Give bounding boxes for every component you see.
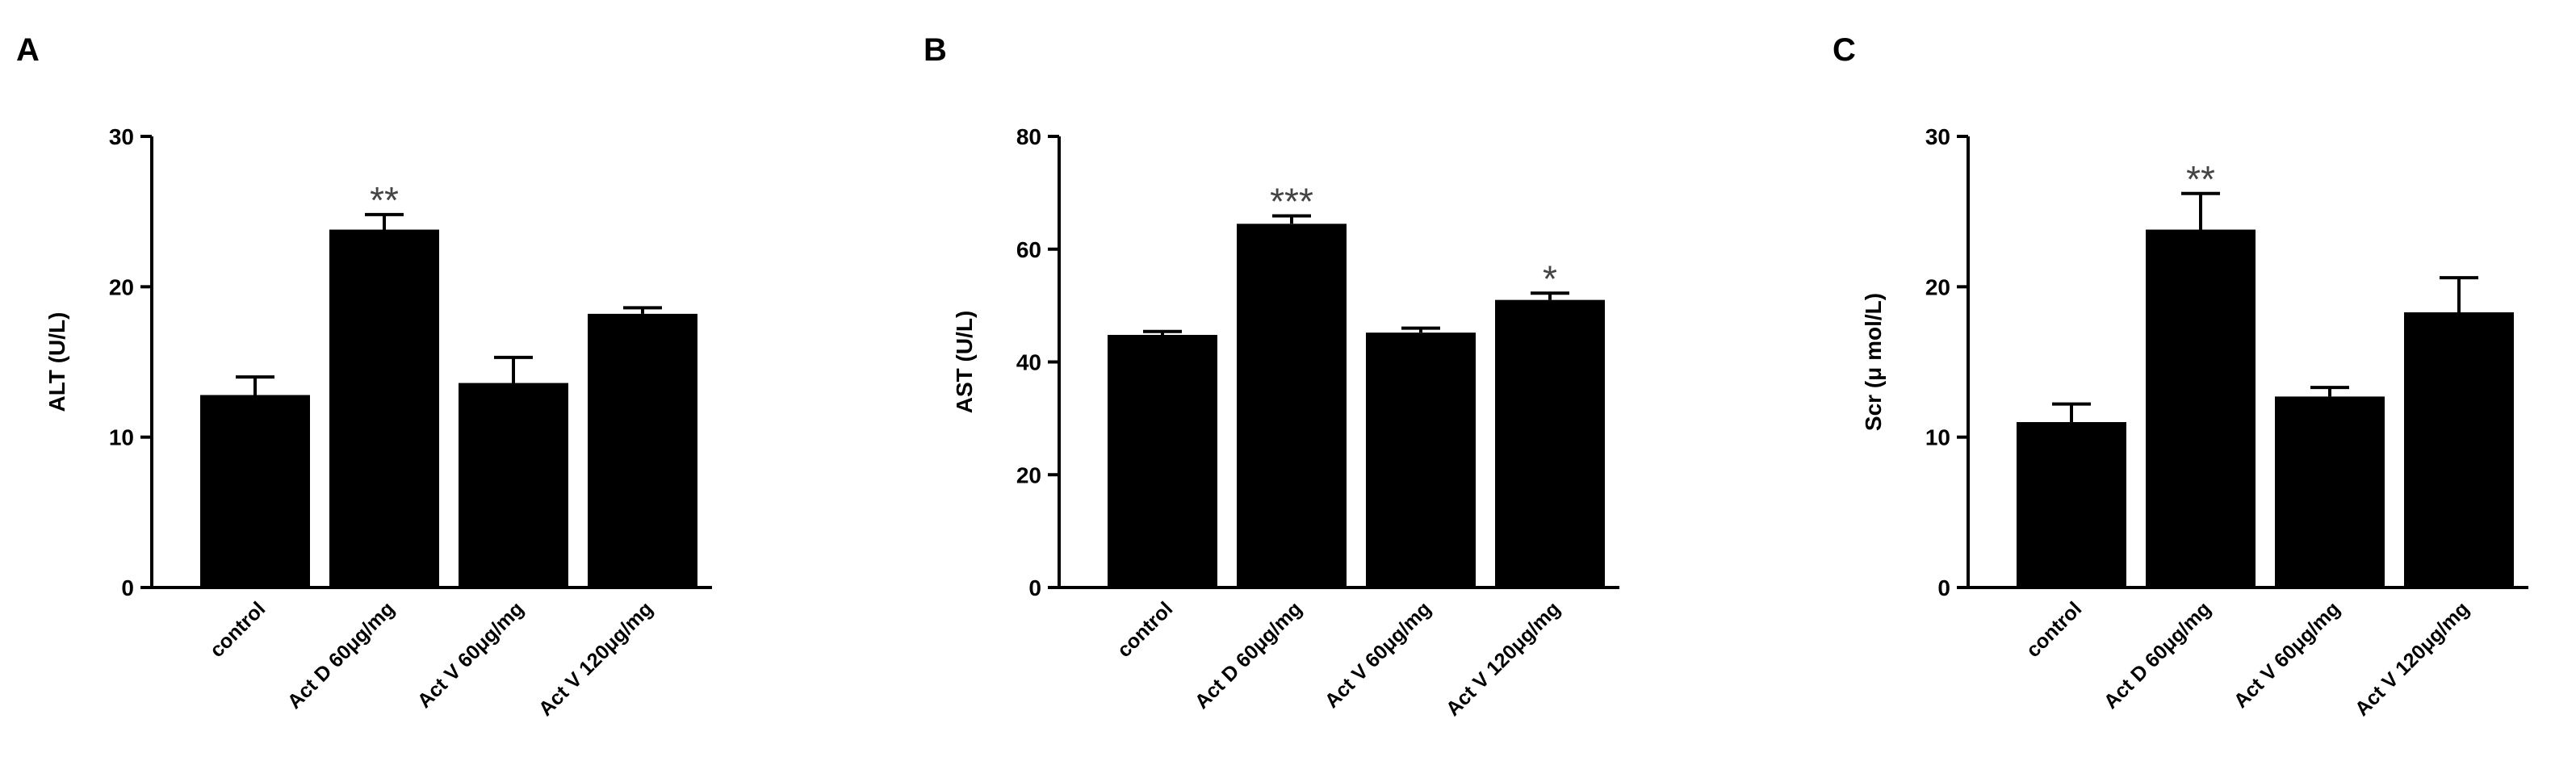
error-bar: [2440, 276, 2478, 313]
error-bar: [1143, 329, 1182, 335]
error-bar: [236, 375, 274, 395]
bar: [2146, 229, 2256, 588]
x-tick-label: Act D 60μg/mg: [283, 597, 400, 713]
y-tick-label: 60: [1016, 237, 1041, 262]
y-tick-label: 30: [1925, 124, 1950, 149]
panel-label: A: [16, 32, 40, 68]
error-bar: [2052, 402, 2091, 423]
x-tick-label: control: [1113, 597, 1178, 662]
panel-label: B: [924, 32, 947, 68]
significance-label: **: [2186, 158, 2215, 200]
y-tick-label: 0: [121, 575, 134, 600]
bar: [329, 229, 439, 588]
y-tick-label: 10: [1925, 425, 1950, 450]
y-axis-label: Scr (μ mol/L): [1861, 293, 1886, 431]
y-axis-label: ALT (U/L): [44, 312, 69, 412]
error-bar: [494, 355, 533, 383]
x-tick-label: Act D 60μg/mg: [1191, 597, 1307, 713]
x-tick-label: Act D 60μg/mg: [2100, 597, 2216, 713]
y-tick-label: 30: [109, 124, 134, 149]
error-bar: [623, 306, 662, 314]
x-tick-label: Act V 60μg/mg: [2230, 597, 2345, 713]
y-tick-label: 0: [1937, 575, 1950, 600]
bar: [588, 313, 697, 588]
y-tick-label: 20: [109, 274, 134, 299]
x-tick-label: Act V 120μg/mg: [534, 597, 657, 720]
x-tick-label: Act V 60μg/mg: [413, 597, 529, 713]
y-tick-label: 10: [109, 425, 134, 450]
y-tick-label: 20: [1925, 274, 1950, 299]
significance-label: **: [370, 179, 399, 221]
panel-label: C: [1833, 32, 1856, 68]
error-bar: [1401, 326, 1440, 333]
bar: [2275, 396, 2385, 588]
y-tick-label: 40: [1016, 350, 1041, 375]
error-bar: [1531, 291, 1569, 300]
bar: [1495, 299, 1605, 588]
bar: [1366, 332, 1476, 588]
bar: [200, 395, 310, 588]
error-bar: [365, 212, 404, 230]
error-bar: [1272, 214, 1311, 224]
error-bar: [2181, 191, 2220, 230]
bar: [1108, 334, 1217, 588]
error-bar: [2310, 386, 2349, 397]
bar: [2017, 422, 2126, 588]
x-tick-label: control: [2022, 597, 2087, 662]
significance-label: ***: [1270, 181, 1313, 223]
bar: [459, 383, 568, 588]
bar: [2404, 312, 2514, 588]
y-axis-label: AST (U/L): [952, 311, 977, 414]
y-tick-label: 20: [1016, 462, 1041, 487]
significance-label: *: [1543, 257, 1557, 299]
y-tick-label: 80: [1016, 124, 1041, 149]
y-tick-label: 0: [1028, 575, 1041, 600]
bar: [1237, 224, 1347, 588]
x-tick-label: Act V 60μg/mg: [1321, 597, 1436, 713]
x-tick-label: Act V 120μg/mg: [2351, 597, 2473, 720]
x-tick-label: control: [206, 597, 270, 662]
x-tick-label: Act V 120μg/mg: [1442, 597, 1564, 720]
